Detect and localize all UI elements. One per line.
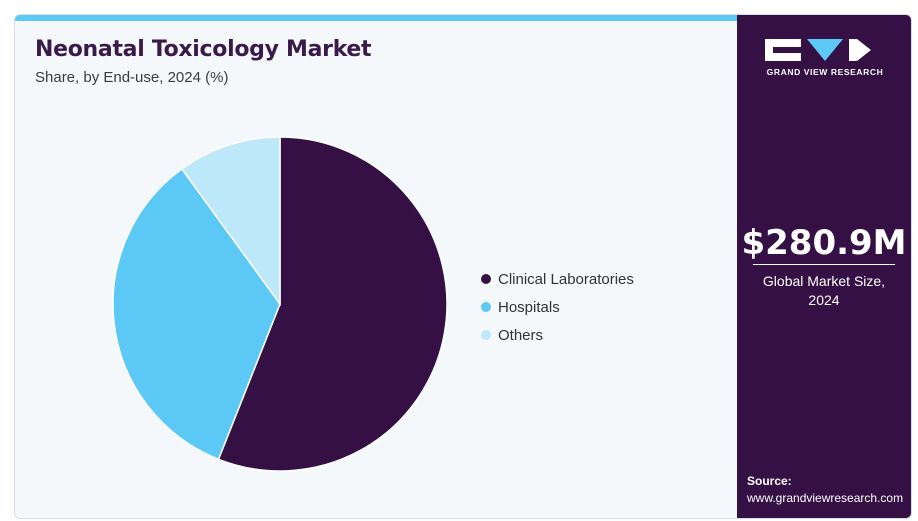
market-size-label: Global Market Size, 2024: [737, 272, 911, 310]
company-logo: GRAND VIEW RESEARCH: [763, 39, 887, 77]
market-size-value: $280.9M: [741, 223, 907, 263]
legend-item: Hospitals: [481, 293, 634, 321]
chart-subtitle: Share, by End-use, 2024 (%): [35, 69, 229, 86]
market-label-line2: 2024: [808, 292, 840, 308]
legend-label: Clinical Laboratories: [498, 270, 634, 288]
legend-swatch: [481, 330, 491, 340]
legend-swatch: [481, 274, 491, 284]
source-link[interactable]: www.grandviewresearch.com: [747, 491, 904, 505]
info-sidebar: GRAND VIEW RESEARCH $280.9M Global Marke…: [737, 15, 911, 518]
logo-mark-icon: [763, 39, 887, 61]
market-label-line1: Global Market Size,: [762, 273, 886, 289]
pie-slice-others: [180, 136, 281, 307]
pie-slice-clinical-laboratories: [217, 136, 448, 472]
pie-chart: [112, 136, 448, 472]
chart-title: Neonatal Toxicology Market: [35, 37, 372, 62]
legend-swatch: [481, 302, 491, 312]
divider: [753, 264, 895, 265]
legend-label: Others: [498, 326, 544, 344]
chart-legend: Clinical Laboratories Hospitals Others: [481, 265, 634, 349]
pie-slice-hospitals: [112, 167, 281, 461]
logo-text: GRAND VIEW RESEARCH: [766, 67, 884, 77]
accent-bar: [15, 15, 737, 21]
chart-card: Neonatal Toxicology Market Share, by End…: [14, 14, 912, 519]
legend-label: Hospitals: [498, 298, 560, 316]
source-label: Source:: [747, 474, 792, 488]
legend-item: Others: [481, 321, 634, 349]
legend-item: Clinical Laboratories: [481, 265, 634, 293]
